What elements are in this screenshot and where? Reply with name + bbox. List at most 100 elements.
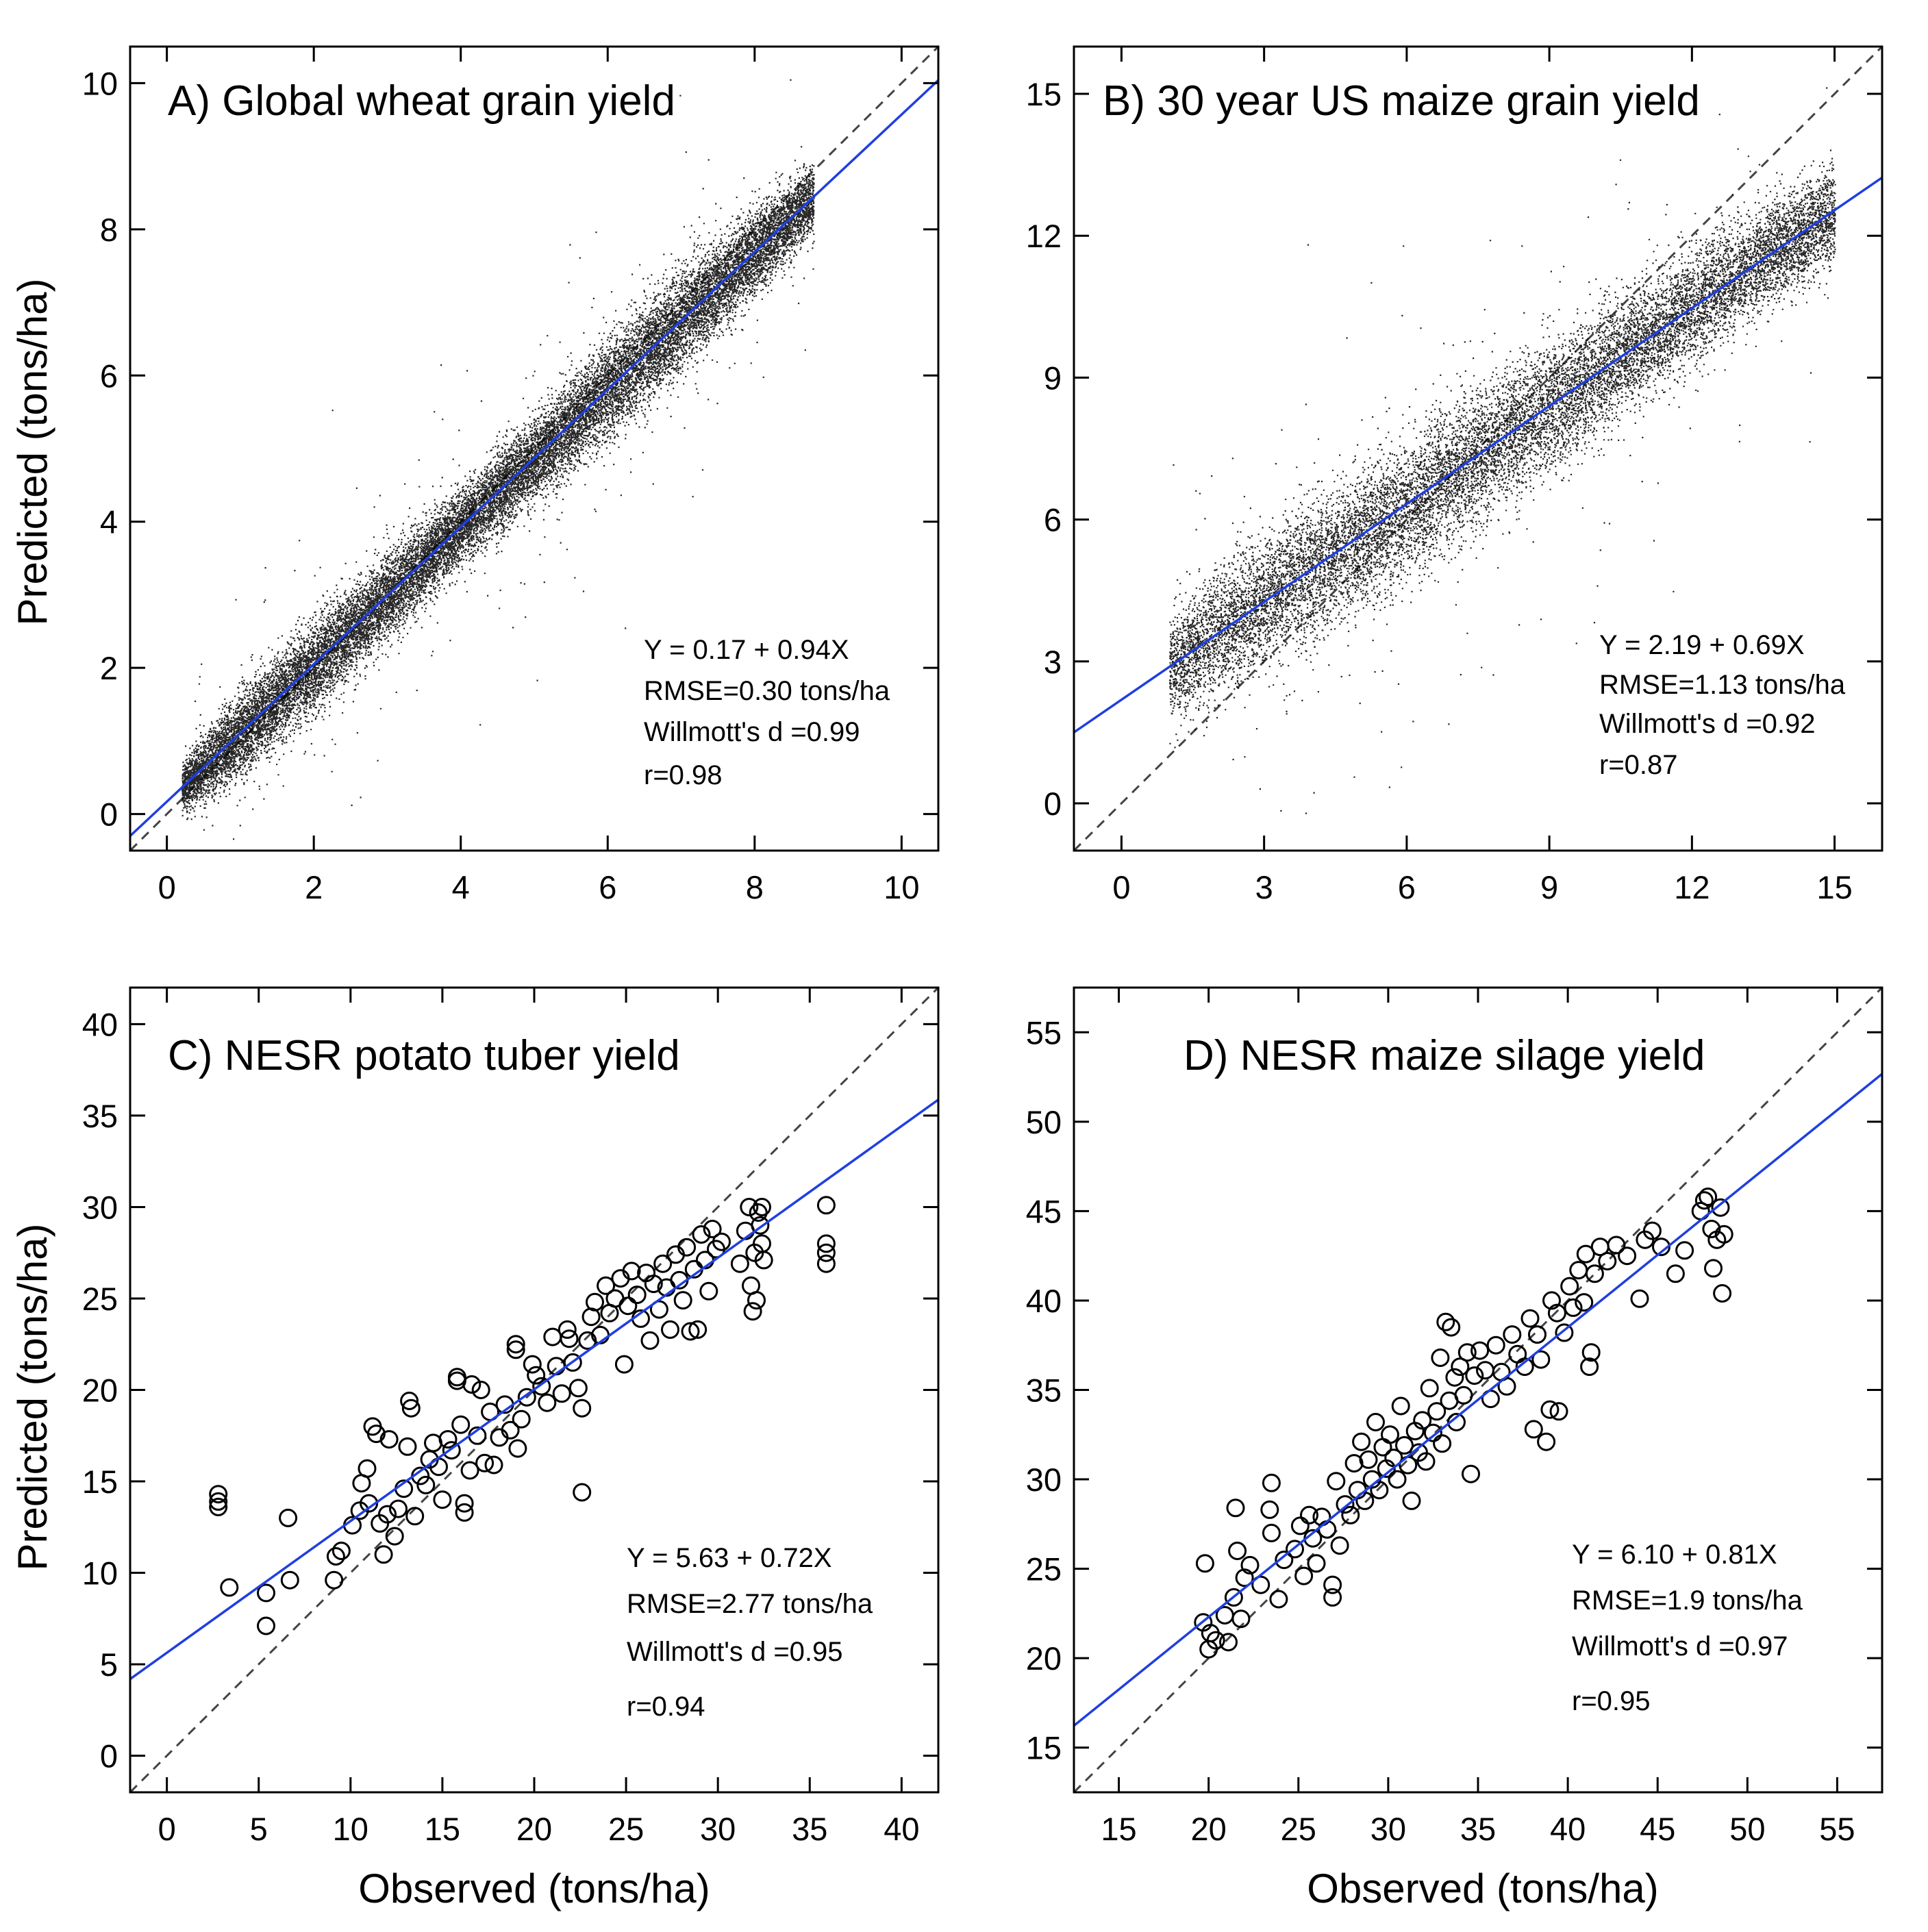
data-point-d	[1436, 1312, 1455, 1331]
data-point-d	[1576, 1244, 1595, 1264]
y-tick-label-b: 9	[1044, 360, 1062, 396]
data-point-c	[378, 1505, 397, 1524]
data-point-d	[1515, 1357, 1534, 1377]
data-point-c	[209, 1497, 228, 1516]
data-point-c	[618, 1296, 638, 1316]
data-point-d	[1286, 1540, 1304, 1559]
data-point-d	[1442, 1318, 1461, 1337]
y-axis-title-top: Predicted (tons/ha)	[10, 279, 55, 626]
x-tick-label-c: 0	[158, 1811, 176, 1847]
x-tick-label-b: 9	[1540, 869, 1558, 905]
x-tick-label-d: 50	[1729, 1811, 1765, 1847]
x-axis-title-right: Observed (tons/ha)	[1307, 1866, 1659, 1911]
x-tick-label-a: 0	[158, 869, 176, 905]
data-point-d	[1503, 1325, 1522, 1344]
x-tick-label-a: 4	[452, 869, 470, 905]
data-point-d	[1423, 1423, 1442, 1442]
data-point-c	[506, 1340, 525, 1359]
data-point-c	[640, 1331, 660, 1350]
stats-line-c: r=0.94	[627, 1692, 705, 1722]
data-point-d	[1323, 1575, 1342, 1594]
data-point-d	[1416, 1452, 1436, 1471]
x-tick-label-d: 40	[1550, 1811, 1586, 1847]
y-tick-label-d: 35	[1026, 1372, 1062, 1409]
x-tick-label-a: 8	[746, 869, 764, 905]
panel-title-d: D) NESR maize silage yield	[1184, 1032, 1705, 1079]
data-point-d	[1581, 1343, 1601, 1362]
x-tick-label-d: 25	[1281, 1811, 1316, 1847]
plot-area-b	[1074, 47, 1882, 851]
data-point-c	[573, 1483, 592, 1502]
data-point-d	[1427, 1402, 1447, 1421]
data-point-d	[1714, 1225, 1733, 1244]
data-point-c	[754, 1251, 773, 1270]
y-tick-label-a: 0	[100, 796, 118, 833]
one-to-one-line-c	[130, 988, 938, 1792]
y-tick-label-a: 2	[100, 650, 118, 686]
data-point-c	[681, 1322, 700, 1341]
data-point-c	[753, 1198, 771, 1216]
x-tick-label-d: 15	[1101, 1811, 1136, 1847]
y-tick-label-b: 6	[1044, 502, 1062, 538]
data-point-c	[398, 1437, 417, 1456]
fit-line-b	[1074, 176, 1882, 733]
data-point-c	[614, 1355, 634, 1374]
x-tick-label-b: 15	[1816, 869, 1852, 905]
data-point-c	[379, 1430, 399, 1449]
data-point-c	[209, 1492, 228, 1511]
x-tick-label-d: 45	[1640, 1811, 1675, 1847]
data-point-d	[1226, 1498, 1245, 1518]
data-point-c	[523, 1355, 542, 1374]
x-tick-label-a: 6	[599, 869, 616, 905]
data-point-d	[1598, 1252, 1617, 1270]
y-tick-label-c: 0	[100, 1738, 118, 1774]
data-point-c	[325, 1570, 344, 1590]
data-point-d	[1359, 1450, 1378, 1469]
stats-line-d: Y = 6.10 + 0.81X	[1572, 1540, 1777, 1570]
data-point-d	[1228, 1542, 1247, 1560]
stats-line-a: r=0.98	[644, 760, 723, 790]
data-point-d	[1675, 1241, 1694, 1260]
y-axis-title-bottom: Predicted (tons/ha)	[10, 1224, 55, 1571]
data-point-d	[1702, 1220, 1721, 1238]
y-tick-label-a: 4	[100, 504, 118, 540]
data-point-d	[1560, 1277, 1579, 1296]
data-point-c	[538, 1393, 557, 1412]
data-point-c	[405, 1507, 425, 1526]
plot-frame-a	[129, 45, 940, 852]
data-point-d	[1520, 1309, 1540, 1328]
data-point-c	[517, 1388, 536, 1407]
data-point-d	[1704, 1259, 1723, 1278]
x-tick-label-c: 25	[608, 1811, 644, 1847]
data-point-d	[1630, 1289, 1649, 1308]
x-tick-label-c: 40	[884, 1811, 919, 1847]
data-point-d	[1575, 1293, 1594, 1312]
y-tick-label-c: 40	[82, 1006, 118, 1042]
data-point-d	[1537, 1432, 1556, 1451]
data-point-c	[257, 1616, 275, 1635]
data-point-d	[1549, 1402, 1568, 1421]
data-point-c	[552, 1384, 571, 1403]
data-point-c	[280, 1570, 299, 1590]
data-point-c	[374, 1545, 393, 1564]
data-point-c	[558, 1320, 577, 1339]
data-point-d	[1711, 1198, 1730, 1217]
x-tick-label-c: 10	[333, 1811, 368, 1847]
y-tick-label-d: 45	[1026, 1193, 1062, 1229]
data-point-d	[1462, 1464, 1480, 1483]
data-point-c	[747, 1291, 766, 1310]
data-point-d	[1395, 1435, 1414, 1455]
data-point-d	[1327, 1472, 1346, 1491]
panel-title-c: C) NESR potato tuber yield	[168, 1032, 680, 1079]
panel-c: 0 5 10 15 20 25 30 35 40 0 5 10 15 20 25 30 35 40 C) NESR …	[82, 986, 940, 1847]
data-point-c	[366, 1425, 386, 1444]
data-point-c	[532, 1377, 551, 1396]
data-point-d	[1251, 1575, 1270, 1594]
data-points-b	[1168, 87, 1836, 814]
data-point-d	[1454, 1385, 1473, 1405]
x-tick-label-a: 2	[305, 869, 323, 905]
data-point-d	[1465, 1366, 1484, 1385]
data-point-c	[692, 1225, 711, 1244]
data-point-d	[1341, 1505, 1360, 1525]
stats-line-d: Willmott's d =0.97	[1572, 1631, 1788, 1661]
